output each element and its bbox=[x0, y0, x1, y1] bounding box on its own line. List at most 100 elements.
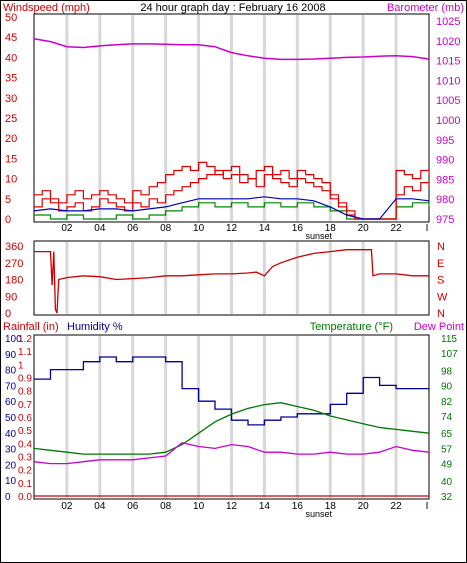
temp-humidity-x-tick: 06 bbox=[127, 501, 139, 512]
wind-y-tick: 45 bbox=[5, 32, 17, 44]
dir-compass-label: E bbox=[437, 258, 444, 270]
humidity-axis-label: Humidity % bbox=[67, 321, 123, 333]
rain-y-tick: 0.9 bbox=[18, 374, 32, 385]
wind-y-tick: 40 bbox=[5, 52, 17, 64]
dir-y-tick: 180 bbox=[5, 275, 23, 287]
wind-baro-sunset-label: sunset bbox=[305, 231, 332, 241]
baro-y-tick: 985 bbox=[436, 174, 454, 186]
rain-y-tick: 1.1 bbox=[18, 347, 32, 358]
dir-compass-label: W bbox=[437, 291, 448, 303]
temp-y-tick: 90 bbox=[441, 382, 453, 393]
wind-baro-x-tick: 16 bbox=[292, 223, 304, 234]
rain-y-tick: 0.0 bbox=[18, 492, 32, 503]
baro-y-tick: 995 bbox=[436, 135, 454, 147]
dir-y-tick: 270 bbox=[5, 258, 23, 270]
wind-y-tick: 30 bbox=[5, 93, 17, 105]
wind-baro-x-tick: 12 bbox=[226, 223, 238, 234]
rain-y-tick: 1.2 bbox=[18, 334, 32, 345]
temp-humidity-x-tick: 12 bbox=[226, 501, 238, 512]
wind-baro-x-tick: I bbox=[426, 223, 429, 234]
rain-y-tick: 0.6 bbox=[18, 413, 32, 424]
dir-y-tick: 360 bbox=[5, 241, 23, 253]
wind-baro-x-tick: 18 bbox=[325, 223, 337, 234]
dir-y-tick: 90 bbox=[5, 291, 17, 303]
series-wind_avg bbox=[33, 196, 430, 220]
wind-y-tick: 50 bbox=[5, 12, 17, 24]
temp-y-tick: 40 bbox=[441, 477, 453, 488]
humidity-y-tick: 100 bbox=[5, 334, 22, 345]
wind-y-tick: 5 bbox=[5, 194, 11, 206]
temp-y-tick: 107 bbox=[441, 349, 458, 360]
temp-humidity-x-tick: 04 bbox=[94, 501, 106, 512]
temp-humidity-sunset-label: sunset bbox=[305, 509, 332, 519]
series-dir bbox=[34, 249, 429, 314]
temp-y-tick: 74 bbox=[441, 412, 453, 423]
temp-humidity-x-tick: 20 bbox=[358, 501, 370, 512]
dir-y-tick: 0 bbox=[5, 308, 11, 320]
temp-humidity-x-tick: 18 bbox=[325, 501, 337, 512]
wind-baro-x-tick: 22 bbox=[391, 223, 403, 234]
temp-humidity-x-tick: 08 bbox=[160, 501, 172, 512]
wind-y-tick: 25 bbox=[5, 113, 17, 125]
wind-y-tick: 15 bbox=[5, 153, 17, 165]
temp-humidity-plot: 0 10 20 30 40 50 60 70 80 90 100 0.0 0.1 0.2 0.3 0.4 0.5… bbox=[5, 334, 458, 519]
temp-humidity-x-tick: 16 bbox=[292, 501, 304, 512]
baro-y-tick: 1020 bbox=[436, 36, 460, 48]
wind-baro-plot: 0510152025303540455097598098599099510001… bbox=[5, 12, 460, 241]
humidity-y-tick: 0 bbox=[5, 492, 11, 503]
baro-y-tick: 1025 bbox=[436, 16, 460, 28]
humidity-y-tick: 90 bbox=[5, 350, 17, 361]
rain-y-tick: 1 bbox=[18, 360, 24, 371]
dir-compass-label: S bbox=[437, 275, 444, 287]
wind-baro-x-tick: 08 bbox=[160, 223, 172, 234]
humidity-y-tick: 20 bbox=[5, 460, 17, 471]
temp-humidity-x-tick: 22 bbox=[391, 501, 403, 512]
temp-axis-label: Temperature (°F) bbox=[310, 321, 393, 333]
baro-y-tick: 1000 bbox=[436, 115, 460, 127]
baro-y-tick: 975 bbox=[436, 214, 454, 226]
wind-y-tick: 0 bbox=[5, 214, 11, 226]
humidity-y-tick: 30 bbox=[5, 445, 17, 456]
temp-y-tick: 49 bbox=[441, 460, 453, 471]
baro-y-tick: 980 bbox=[436, 194, 454, 206]
temp-humidity-x-tick: 10 bbox=[193, 501, 205, 512]
humidity-y-tick: 40 bbox=[5, 429, 17, 440]
dew-axis-label: Dew Point bbox=[414, 321, 464, 333]
baro-axis-label: Barometer (mb) bbox=[387, 2, 464, 14]
rain-y-tick: 0.5 bbox=[18, 426, 32, 437]
wind-baro-x-tick: 06 bbox=[127, 223, 139, 234]
temp-humidity-x-tick: 14 bbox=[259, 501, 271, 512]
rain-y-tick: 0.3 bbox=[18, 453, 32, 464]
baro-y-tick: 1010 bbox=[436, 75, 460, 87]
wind-y-tick: 10 bbox=[5, 174, 17, 186]
rain-y-tick: 0.2 bbox=[18, 466, 32, 477]
temp-y-tick: 98 bbox=[441, 366, 453, 377]
dir-compass-label: N bbox=[437, 241, 445, 253]
series-gust bbox=[34, 161, 430, 220]
dir-compass-label: N bbox=[437, 308, 445, 320]
wind-axis-label: Windspeed (mph) bbox=[3, 2, 90, 14]
wind-baro-x-tick: 14 bbox=[259, 223, 271, 234]
series-baro bbox=[33, 38, 430, 61]
temp-y-tick: 115 bbox=[441, 334, 457, 345]
series-wind bbox=[34, 169, 430, 220]
baro-y-tick: 1015 bbox=[436, 56, 460, 68]
temp-y-tick: 82 bbox=[441, 397, 453, 408]
temp-humidity-x-tick: 02 bbox=[61, 501, 73, 512]
humidity-y-tick: 60 bbox=[5, 397, 17, 408]
baro-y-tick: 990 bbox=[436, 155, 454, 167]
temp-humidity-x-tick: I bbox=[426, 501, 429, 512]
rain-y-tick: 0.7 bbox=[18, 400, 32, 411]
humidity-y-tick: 10 bbox=[5, 476, 17, 487]
wind-baro-x-tick: 02 bbox=[61, 223, 73, 234]
wind-y-tick: 20 bbox=[5, 133, 17, 145]
rain-axis-label: Rainfall (in) bbox=[3, 321, 59, 333]
baro-y-tick: 1005 bbox=[436, 95, 460, 107]
temp-y-tick: 65 bbox=[441, 429, 453, 440]
wind-baro-x-tick: 20 bbox=[358, 223, 370, 234]
humidity-y-tick: 50 bbox=[5, 413, 17, 424]
rain-y-tick: 0.1 bbox=[18, 479, 32, 490]
temp-y-tick: 32 bbox=[441, 492, 453, 503]
